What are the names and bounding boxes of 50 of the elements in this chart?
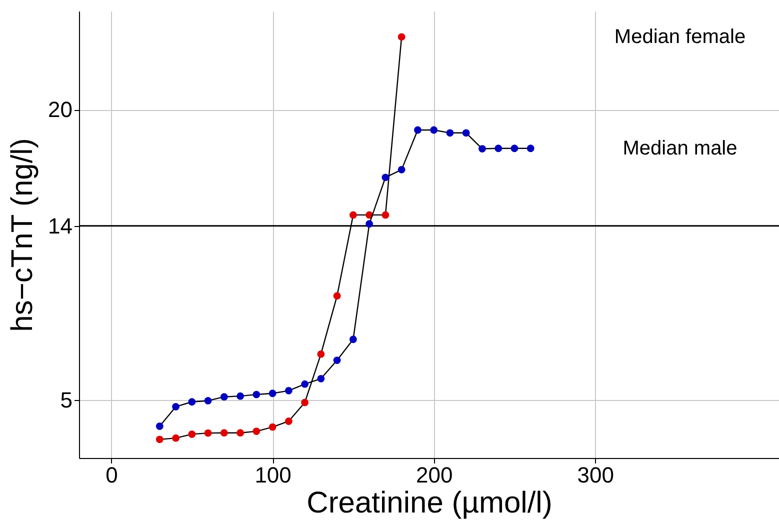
point: [268, 390, 276, 398]
point: [188, 398, 196, 406]
point: [236, 429, 244, 437]
x-tick-label: 200: [416, 462, 453, 488]
point: [446, 129, 454, 137]
y-tick-label: 14: [48, 213, 72, 238]
point: [366, 220, 374, 228]
x-tick-label: 100: [254, 462, 292, 488]
point: [333, 292, 341, 300]
x-tick-label: 300: [577, 462, 614, 488]
point: [317, 374, 325, 382]
point: [333, 356, 341, 364]
point: [382, 174, 390, 182]
point: [172, 434, 180, 442]
y-tick-label: 5: [60, 387, 72, 412]
point: [172, 403, 180, 410]
point: [398, 33, 406, 41]
point: [478, 145, 486, 152]
point: [284, 386, 292, 394]
x-tick-label: 0: [106, 462, 118, 488]
point: [284, 418, 292, 425]
x-axis-title: Creatinine (µmol/l): [306, 486, 552, 520]
point: [494, 144, 502, 152]
text: Median female: [614, 26, 746, 48]
point: [156, 436, 164, 444]
point: [220, 429, 228, 437]
point: [156, 422, 164, 430]
point: [349, 211, 357, 219]
point: [188, 430, 196, 438]
y-tick-label: 20: [48, 97, 72, 122]
point: [462, 129, 470, 137]
point: [414, 126, 422, 134]
point: [430, 126, 438, 134]
point: [252, 428, 260, 435]
point: [301, 398, 309, 406]
point: [510, 144, 518, 152]
point: [301, 380, 309, 388]
point: [252, 390, 260, 398]
point: [236, 392, 244, 400]
point: [204, 429, 212, 437]
text: Median male: [622, 137, 738, 160]
y-axis-title: hs−cTnT (ng/l): [6, 138, 40, 332]
point: [398, 166, 406, 174]
point: [220, 393, 228, 401]
point: [204, 397, 212, 404]
point: [317, 350, 325, 358]
point: [526, 144, 534, 152]
point: [268, 423, 276, 431]
point: [382, 211, 390, 219]
point: [349, 336, 357, 344]
